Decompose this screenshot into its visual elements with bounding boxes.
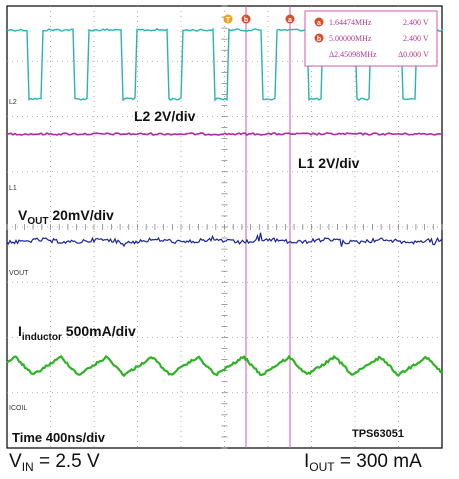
vout-label-rest: 20mV/div	[48, 207, 114, 223]
channel-label-l1: L1	[9, 185, 17, 192]
vin-sub: IN	[22, 460, 34, 474]
channel-label-icoil: ICOIL	[9, 405, 27, 412]
vin-rest: = 2.5 V	[34, 451, 100, 472]
iout-label: IOUT = 300 mA	[304, 451, 422, 474]
readout-b-volt: 2.400 V	[403, 34, 429, 43]
vout-label-sub: OUT	[27, 216, 48, 227]
vin-label: VIN = 2.5 V	[9, 451, 100, 474]
cursor-a-marker-letter: a	[288, 17, 292, 24]
l1-scale-label: L1 2V/div	[298, 155, 360, 171]
inductor-label-sub: inductor	[22, 332, 62, 343]
iout-sub: OUT	[309, 460, 334, 474]
readout-a-freq: 1.64474MHz	[329, 18, 372, 27]
part-number-label: TPS63051	[352, 428, 404, 440]
cursor-b-marker-letter: b	[244, 17, 248, 24]
channel-label-vout: VOUT	[9, 270, 29, 277]
readout-a-icon-letter: a	[317, 20, 321, 27]
channel-label-l2: L2	[9, 99, 17, 106]
time-scale-label: Time 400ns/div	[12, 430, 106, 445]
readout-delta-freq: Δ2.45098MHz	[329, 50, 377, 59]
readout-b-freq: 5.00000MHz	[329, 34, 372, 43]
readout-a-volt: 2.400 V	[403, 18, 429, 27]
readout-delta-volt: Δ0.000 V	[398, 50, 429, 59]
trigger-marker-letter: T	[226, 17, 231, 24]
l2-scale-label: L2 2V/div	[134, 108, 196, 124]
cursor-readout: a 1.64474MHz 2.400 V b 5.00000MHz 2.400 …	[305, 11, 437, 66]
inductor-label-rest: 500mA/div	[62, 323, 136, 339]
readout-b-icon-letter: b	[317, 36, 321, 43]
vin-main: V	[9, 451, 22, 472]
iout-rest: = 300 mA	[335, 451, 422, 472]
